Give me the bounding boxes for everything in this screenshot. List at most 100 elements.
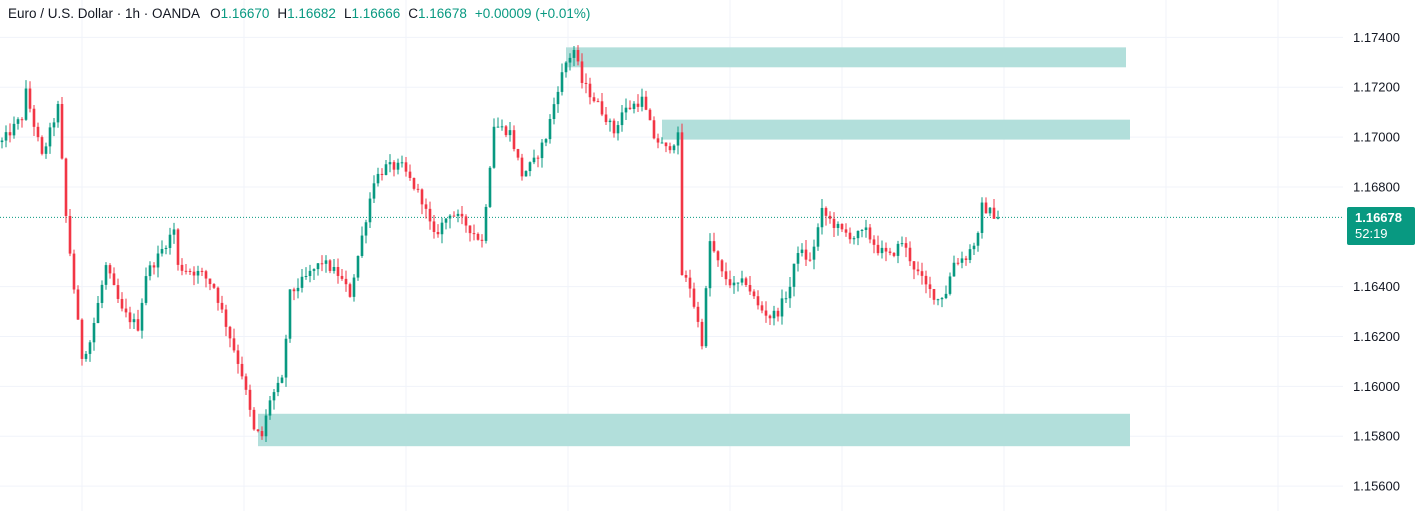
candle-body (760, 305, 764, 311)
candle-body (352, 277, 356, 297)
candle-body (904, 243, 908, 248)
candle-body (568, 57, 572, 63)
candle-body (420, 189, 424, 205)
candle-body (764, 310, 768, 316)
candle-body (476, 233, 480, 240)
candle-body (780, 298, 784, 317)
candle-body (912, 261, 916, 270)
candle-body (636, 103, 640, 107)
candle-body (36, 126, 40, 138)
candle-body (880, 247, 884, 254)
candle-body (212, 284, 216, 288)
candle-body (872, 239, 876, 245)
candle-body (944, 293, 948, 299)
candle-body (396, 162, 400, 170)
candle-body (472, 233, 476, 235)
candle-body (216, 287, 220, 303)
candle-body (76, 289, 80, 320)
candle-body (744, 278, 748, 285)
last-price-value: 1.16678 (1355, 210, 1402, 225)
candle-body (844, 229, 848, 233)
candle-body (604, 114, 608, 123)
candle-body (408, 171, 412, 178)
candle-body (808, 259, 812, 261)
candle-body (680, 132, 684, 276)
candle-body (188, 270, 192, 272)
candle-body (376, 173, 380, 184)
candle-body (512, 130, 516, 150)
candle-body (220, 302, 224, 310)
price-axis-label: 1.15600 (1353, 479, 1400, 494)
candle-body (608, 120, 612, 123)
candle-body (900, 243, 904, 245)
price-change: +0.00009 (+0.01%) (474, 5, 591, 21)
candle-body (720, 260, 724, 272)
candle-body (96, 302, 100, 324)
candle-body (384, 164, 388, 175)
candle-body (716, 251, 720, 261)
candle-body (972, 245, 976, 250)
candle-body (796, 253, 800, 264)
candle-body (660, 142, 664, 144)
candle-body (996, 217, 1000, 219)
candle-body (540, 142, 544, 159)
candle-body (452, 215, 456, 217)
candle-body (128, 312, 132, 323)
candle-body (664, 142, 668, 147)
candle-body (768, 315, 772, 319)
candle-body (20, 119, 24, 121)
candle-body (356, 255, 360, 278)
candle-body (692, 288, 696, 307)
price-zone (662, 119, 1130, 140)
candle-body (772, 310, 776, 319)
candle-body (784, 298, 788, 300)
candle-body (56, 104, 60, 123)
candle-body (180, 264, 184, 271)
candle-body (272, 392, 276, 401)
candle-body (368, 198, 372, 223)
candle-body (224, 309, 228, 327)
candle-body (328, 260, 332, 271)
candle-body (748, 284, 752, 292)
candle-body (380, 173, 384, 175)
candle-body (288, 289, 292, 339)
candle-body (436, 231, 440, 235)
candle-body (684, 275, 688, 278)
candle-body (412, 177, 416, 189)
candle-body (84, 353, 88, 359)
candle-body (28, 88, 32, 109)
candle-body (428, 208, 432, 222)
candle-body (392, 162, 396, 170)
close-value: 1.16678 (418, 5, 467, 21)
candle-body (820, 207, 824, 228)
candle-body (248, 389, 252, 410)
price-axis-label: 1.17000 (1353, 130, 1400, 145)
candle-body (616, 125, 620, 134)
candle-body (824, 207, 828, 216)
symbol-title[interactable]: Euro / U.S. Dollar · 1h · OANDA (8, 5, 201, 21)
close-label: C (408, 5, 419, 21)
candle-body (404, 162, 408, 172)
bar-countdown: 52:19 (1355, 226, 1388, 241)
candle-body (132, 319, 136, 323)
candle-body (600, 101, 604, 115)
candle-body (496, 126, 500, 128)
candle-body (24, 88, 28, 120)
candle-body (12, 123, 16, 136)
candle-body (644, 96, 648, 110)
candle-body (204, 271, 208, 279)
candle-body (340, 275, 344, 279)
candle-body (160, 248, 164, 254)
candle-body (264, 415, 268, 437)
candle-body (456, 213, 460, 216)
candle-body (60, 104, 64, 159)
candle-body (868, 227, 872, 240)
candle-body (936, 299, 940, 301)
candle-body (960, 258, 964, 263)
candle-body (100, 284, 104, 303)
candle-body (708, 241, 712, 289)
candle-body (240, 363, 244, 377)
candle-body (152, 265, 156, 268)
